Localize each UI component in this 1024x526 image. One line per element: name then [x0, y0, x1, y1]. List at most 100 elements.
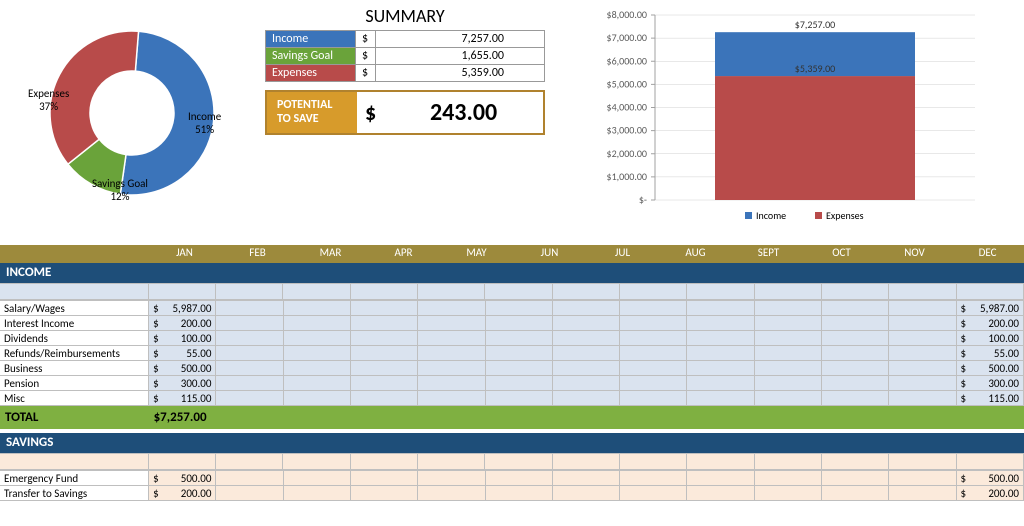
data-cell[interactable]	[821, 471, 888, 486]
data-cell[interactable]	[485, 391, 552, 406]
data-cell[interactable]	[485, 346, 552, 361]
data-cell[interactable]	[350, 301, 417, 316]
table-row[interactable]: Business$500.00$500.00	[0, 361, 1024, 376]
data-cell[interactable]	[620, 361, 687, 376]
data-cell[interactable]	[418, 376, 485, 391]
data-cell[interactable]	[350, 471, 417, 486]
data-cell[interactable]	[216, 301, 283, 316]
data-cell[interactable]	[620, 316, 687, 331]
data-cell[interactable]	[821, 301, 888, 316]
data-cell[interactable]	[216, 471, 283, 486]
data-cell[interactable]	[821, 486, 888, 501]
data-cell[interactable]	[485, 316, 552, 331]
data-cell[interactable]	[485, 361, 552, 376]
data-cell[interactable]	[754, 331, 821, 346]
data-cell[interactable]	[350, 346, 417, 361]
data-cell[interactable]	[889, 486, 956, 501]
data-cell[interactable]	[350, 316, 417, 331]
data-cell[interactable]	[418, 361, 485, 376]
data-cell[interactable]	[418, 391, 485, 406]
data-cell[interactable]	[687, 361, 754, 376]
data-cell[interactable]	[283, 391, 350, 406]
data-cell[interactable]: $500.00	[149, 361, 216, 376]
data-cell[interactable]	[485, 486, 552, 501]
data-cell[interactable]	[216, 361, 283, 376]
table-row[interactable]: Interest Income$200.00$200.00	[0, 316, 1024, 331]
data-cell[interactable]	[283, 316, 350, 331]
data-cell[interactable]: $300.00	[149, 376, 216, 391]
data-cell[interactable]: $5,987.00	[149, 301, 216, 316]
data-cell[interactable]	[283, 486, 350, 501]
data-cell[interactable]	[754, 376, 821, 391]
data-cell[interactable]	[821, 331, 888, 346]
data-cell[interactable]	[485, 471, 552, 486]
data-cell[interactable]	[889, 346, 956, 361]
data-cell[interactable]	[283, 361, 350, 376]
data-cell[interactable]	[620, 331, 687, 346]
data-cell[interactable]	[485, 376, 552, 391]
data-cell[interactable]	[687, 376, 754, 391]
data-cell[interactable]	[620, 376, 687, 391]
income-table[interactable]: Salary/Wages$5,987.00$5,987.00Interest I…	[0, 300, 1024, 406]
data-cell[interactable]	[620, 486, 687, 501]
data-cell[interactable]	[552, 471, 619, 486]
data-cell[interactable]	[687, 316, 754, 331]
data-cell[interactable]	[754, 391, 821, 406]
table-row[interactable]: Refunds/Reimbursements$55.00$55.00	[0, 346, 1024, 361]
data-cell[interactable]	[754, 346, 821, 361]
data-cell[interactable]	[283, 376, 350, 391]
data-cell[interactable]: $200.00	[149, 316, 216, 331]
data-cell[interactable]	[418, 471, 485, 486]
data-cell[interactable]	[552, 376, 619, 391]
data-cell[interactable]: $55.00	[149, 346, 216, 361]
data-cell[interactable]	[216, 316, 283, 331]
data-cell[interactable]	[216, 331, 283, 346]
data-cell[interactable]	[687, 471, 754, 486]
data-cell[interactable]	[418, 316, 485, 331]
data-cell[interactable]	[754, 316, 821, 331]
table-row[interactable]: Transfer to Savings$200.00$200.00	[0, 486, 1024, 501]
data-cell[interactable]	[620, 391, 687, 406]
data-cell[interactable]	[216, 391, 283, 406]
data-cell[interactable]	[889, 301, 956, 316]
table-row[interactable]: Pension$300.00$300.00	[0, 376, 1024, 391]
data-cell[interactable]	[552, 331, 619, 346]
data-cell[interactable]	[418, 331, 485, 346]
data-cell[interactable]	[552, 391, 619, 406]
table-row[interactable]: Misc$115.00$115.00	[0, 391, 1024, 406]
data-cell[interactable]	[552, 486, 619, 501]
data-cell[interactable]	[620, 471, 687, 486]
data-cell[interactable]	[821, 361, 888, 376]
data-cell[interactable]	[754, 471, 821, 486]
data-cell[interactable]	[283, 301, 350, 316]
data-cell[interactable]	[687, 486, 754, 501]
data-cell[interactable]	[350, 331, 417, 346]
data-cell[interactable]	[620, 301, 687, 316]
data-cell[interactable]	[889, 471, 956, 486]
data-cell[interactable]	[216, 376, 283, 391]
data-cell[interactable]	[821, 346, 888, 361]
data-cell[interactable]	[687, 331, 754, 346]
data-cell[interactable]: $100.00	[149, 331, 216, 346]
data-cell[interactable]	[418, 301, 485, 316]
data-cell[interactable]	[418, 346, 485, 361]
data-cell[interactable]	[552, 301, 619, 316]
table-row[interactable]: Dividends$100.00$100.00	[0, 331, 1024, 346]
data-cell[interactable]	[889, 376, 956, 391]
data-cell[interactable]	[889, 361, 956, 376]
savings-table[interactable]: Emergency Fund$500.00$500.00Transfer to …	[0, 470, 1024, 501]
data-cell[interactable]	[687, 346, 754, 361]
data-cell[interactable]	[552, 346, 619, 361]
data-cell[interactable]	[216, 346, 283, 361]
data-cell[interactable]	[889, 331, 956, 346]
data-cell[interactable]	[552, 316, 619, 331]
data-cell[interactable]	[350, 391, 417, 406]
data-cell[interactable]	[754, 301, 821, 316]
data-cell[interactable]: $200.00	[149, 486, 216, 501]
data-cell[interactable]	[821, 376, 888, 391]
data-cell[interactable]	[350, 486, 417, 501]
data-cell[interactable]	[889, 391, 956, 406]
data-cell[interactable]	[754, 486, 821, 501]
data-cell[interactable]	[821, 316, 888, 331]
data-cell[interactable]: $115.00	[149, 391, 216, 406]
